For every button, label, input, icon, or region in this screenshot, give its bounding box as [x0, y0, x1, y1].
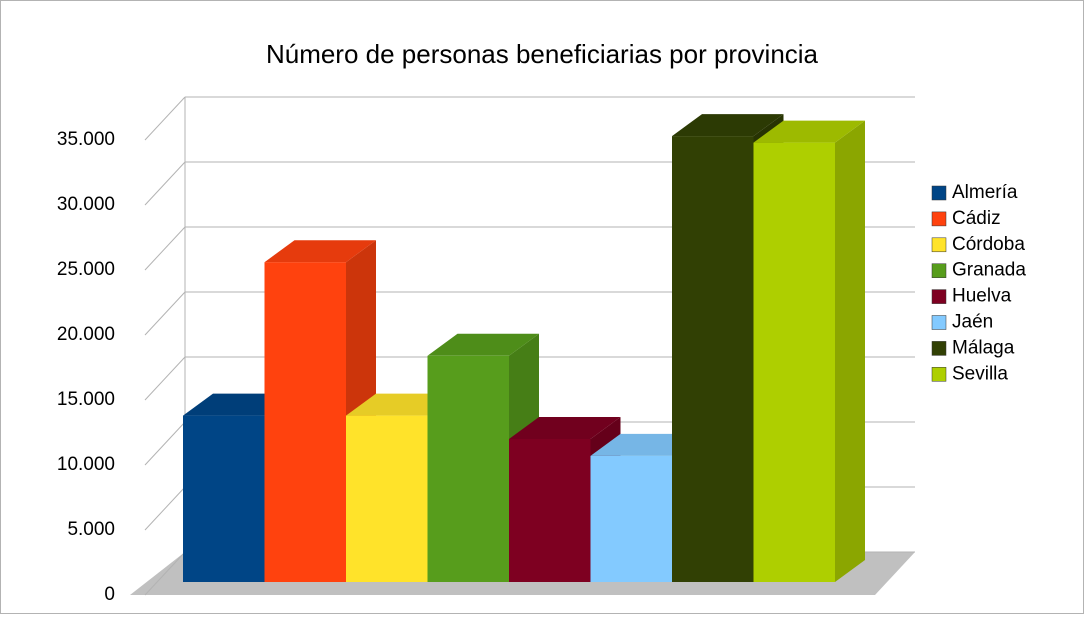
bar — [264, 262, 346, 582]
legend-swatch — [931, 237, 947, 253]
legend-swatch — [931, 289, 947, 304]
bar-top — [264, 240, 376, 263]
legend-swatch — [931, 211, 947, 227]
bar-top — [672, 114, 784, 137]
bar — [346, 415, 428, 582]
y-tick-label: 0 — [104, 584, 115, 605]
legend-swatch — [931, 367, 947, 382]
y-tick-label: 25.000 — [57, 259, 115, 280]
bar — [590, 455, 672, 582]
bar-top — [427, 333, 539, 356]
legend-label: Sevilla — [952, 363, 1008, 384]
grid-line-side — [144, 161, 186, 206]
bar — [427, 355, 509, 582]
legend-label: Huelva — [952, 286, 1012, 307]
y-tick-label: 10.000 — [57, 454, 115, 475]
legend-label: Córdoba — [952, 234, 1025, 255]
grid-line-side — [144, 226, 186, 271]
legend-label: Almería — [952, 182, 1018, 203]
y-tick-label: 15.000 — [57, 389, 115, 410]
y-tick-label: 5.000 — [67, 519, 115, 540]
legend-swatch — [931, 315, 947, 330]
bar-top — [753, 120, 865, 143]
legend-swatch — [931, 263, 947, 278]
bar — [672, 136, 754, 582]
legend-swatch — [931, 341, 947, 356]
y-tick-label: 30.000 — [57, 194, 115, 215]
grid-line-side — [144, 486, 186, 531]
grid-line-side — [144, 96, 186, 141]
grid-line-side — [144, 551, 186, 596]
y-tick-label: 35.000 — [57, 129, 115, 150]
bar — [183, 415, 265, 582]
chart-title: Número de personas beneficiarias por pro… — [266, 39, 819, 69]
legend-label: Granada — [952, 260, 1026, 281]
bar-top — [509, 417, 621, 439]
bar — [753, 142, 835, 582]
bar-side — [835, 120, 865, 582]
legend-label: Jaén — [952, 312, 993, 333]
legend-label: Málaga — [952, 337, 1015, 358]
grid-line-side — [144, 291, 186, 336]
grid-line-side — [144, 356, 186, 401]
bar — [509, 439, 591, 582]
legend-swatch — [931, 185, 947, 201]
y-tick-label: 20.000 — [57, 324, 115, 345]
grid-line-side — [144, 421, 186, 466]
legend-label: Cádiz — [952, 208, 1001, 229]
